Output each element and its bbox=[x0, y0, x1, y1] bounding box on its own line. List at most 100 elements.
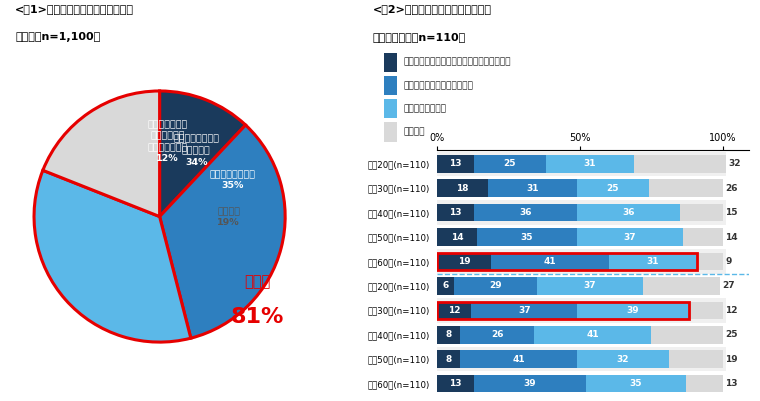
Text: 19: 19 bbox=[725, 354, 738, 364]
Text: 18: 18 bbox=[457, 184, 469, 193]
Text: 25: 25 bbox=[606, 184, 619, 193]
Text: 知らない
19%: 知らない 19% bbox=[217, 207, 240, 227]
Text: 15: 15 bbox=[725, 208, 738, 217]
Text: 41: 41 bbox=[512, 354, 525, 364]
Bar bbox=[474, 204, 577, 221]
Bar bbox=[437, 204, 474, 221]
Text: 13: 13 bbox=[449, 208, 462, 217]
Text: 37: 37 bbox=[518, 306, 530, 315]
Bar bbox=[437, 176, 726, 200]
Text: 8: 8 bbox=[445, 330, 451, 339]
Text: （性年代別　各n=110）: （性年代別 各n=110） bbox=[372, 32, 466, 42]
Bar bbox=[697, 253, 723, 270]
Text: 知らない: 知らない bbox=[404, 128, 425, 136]
Bar bbox=[437, 200, 726, 225]
Bar bbox=[437, 298, 726, 322]
Text: どういうものかは知っている: どういうものかは知っている bbox=[404, 81, 473, 90]
Text: 14: 14 bbox=[451, 233, 464, 241]
Text: <図2>【マイナポイントの認知度】: <図2>【マイナポイントの認知度】 bbox=[372, 4, 492, 14]
Wedge shape bbox=[34, 170, 191, 342]
Bar bbox=[648, 179, 723, 197]
Bar bbox=[437, 371, 726, 396]
Bar bbox=[577, 228, 682, 246]
Bar bbox=[460, 326, 534, 344]
Bar bbox=[437, 302, 471, 319]
Bar bbox=[643, 277, 720, 295]
Text: 35: 35 bbox=[629, 379, 642, 388]
Text: 31: 31 bbox=[527, 184, 539, 193]
Bar bbox=[437, 152, 726, 176]
Bar bbox=[474, 155, 546, 172]
Text: 36: 36 bbox=[519, 208, 532, 217]
Bar bbox=[680, 204, 723, 221]
Text: 36: 36 bbox=[622, 208, 635, 217]
Text: 37: 37 bbox=[584, 282, 597, 290]
Bar bbox=[577, 302, 689, 319]
Text: 25: 25 bbox=[504, 159, 516, 168]
Text: 39: 39 bbox=[626, 306, 639, 315]
Bar bbox=[437, 155, 474, 172]
Text: 13: 13 bbox=[449, 159, 462, 168]
Bar bbox=[437, 273, 726, 298]
Text: 39: 39 bbox=[524, 379, 537, 388]
Text: 31: 31 bbox=[584, 159, 596, 168]
Bar bbox=[471, 302, 577, 319]
Text: 12: 12 bbox=[725, 306, 738, 315]
Text: 41: 41 bbox=[587, 330, 599, 339]
Text: 41: 41 bbox=[543, 257, 556, 266]
Bar bbox=[651, 326, 723, 344]
Text: 26: 26 bbox=[725, 184, 738, 193]
Bar bbox=[437, 326, 460, 344]
Text: 12: 12 bbox=[448, 306, 461, 315]
Bar bbox=[437, 350, 460, 368]
Bar bbox=[577, 179, 648, 197]
Text: 8: 8 bbox=[445, 354, 451, 364]
Bar bbox=[491, 253, 609, 270]
Bar bbox=[460, 350, 577, 368]
Bar bbox=[437, 253, 491, 270]
Text: 27: 27 bbox=[722, 282, 735, 290]
Bar bbox=[682, 228, 723, 246]
Text: 19: 19 bbox=[458, 257, 470, 266]
Bar bbox=[586, 375, 686, 392]
Text: 13: 13 bbox=[449, 379, 462, 388]
Bar bbox=[534, 326, 651, 344]
Text: どういうものか知っていて、人に説明できる: どういうものか知っていて、人に説明できる bbox=[404, 58, 511, 67]
Wedge shape bbox=[160, 91, 245, 217]
Bar bbox=[546, 155, 635, 172]
Bar bbox=[537, 277, 643, 295]
Text: 37: 37 bbox=[624, 233, 636, 241]
Bar bbox=[437, 179, 489, 197]
Text: 認知度: 認知度 bbox=[245, 274, 271, 290]
Bar bbox=[689, 302, 723, 319]
Text: 29: 29 bbox=[489, 282, 502, 290]
Bar bbox=[437, 375, 474, 392]
Bar bbox=[477, 228, 577, 246]
Bar bbox=[474, 375, 586, 392]
Text: 14: 14 bbox=[725, 233, 738, 241]
Text: どういうものかは
知っている
34%: どういうものかは 知っている 34% bbox=[173, 135, 219, 166]
Text: 9: 9 bbox=[725, 257, 732, 266]
Bar bbox=[437, 322, 726, 347]
Bar bbox=[437, 249, 726, 273]
Bar bbox=[489, 179, 577, 197]
Bar bbox=[437, 228, 477, 246]
Bar bbox=[577, 204, 680, 221]
Bar bbox=[437, 347, 726, 371]
Text: 名前は知っている
35%: 名前は知っている 35% bbox=[210, 170, 255, 190]
Wedge shape bbox=[43, 91, 160, 217]
Text: 名前は知っている: 名前は知っている bbox=[404, 104, 447, 113]
Text: 32: 32 bbox=[728, 159, 740, 168]
Text: 81%: 81% bbox=[231, 307, 284, 327]
Text: 35: 35 bbox=[521, 233, 534, 241]
Text: 25: 25 bbox=[725, 330, 738, 339]
Text: （全体　n=1,100）: （全体 n=1,100） bbox=[15, 32, 100, 42]
Text: 32: 32 bbox=[616, 354, 629, 364]
Bar bbox=[686, 375, 723, 392]
Text: 13: 13 bbox=[725, 379, 738, 388]
Bar bbox=[669, 350, 723, 368]
Bar bbox=[454, 277, 537, 295]
Bar bbox=[577, 350, 669, 368]
Bar bbox=[437, 277, 454, 295]
Wedge shape bbox=[160, 125, 285, 338]
